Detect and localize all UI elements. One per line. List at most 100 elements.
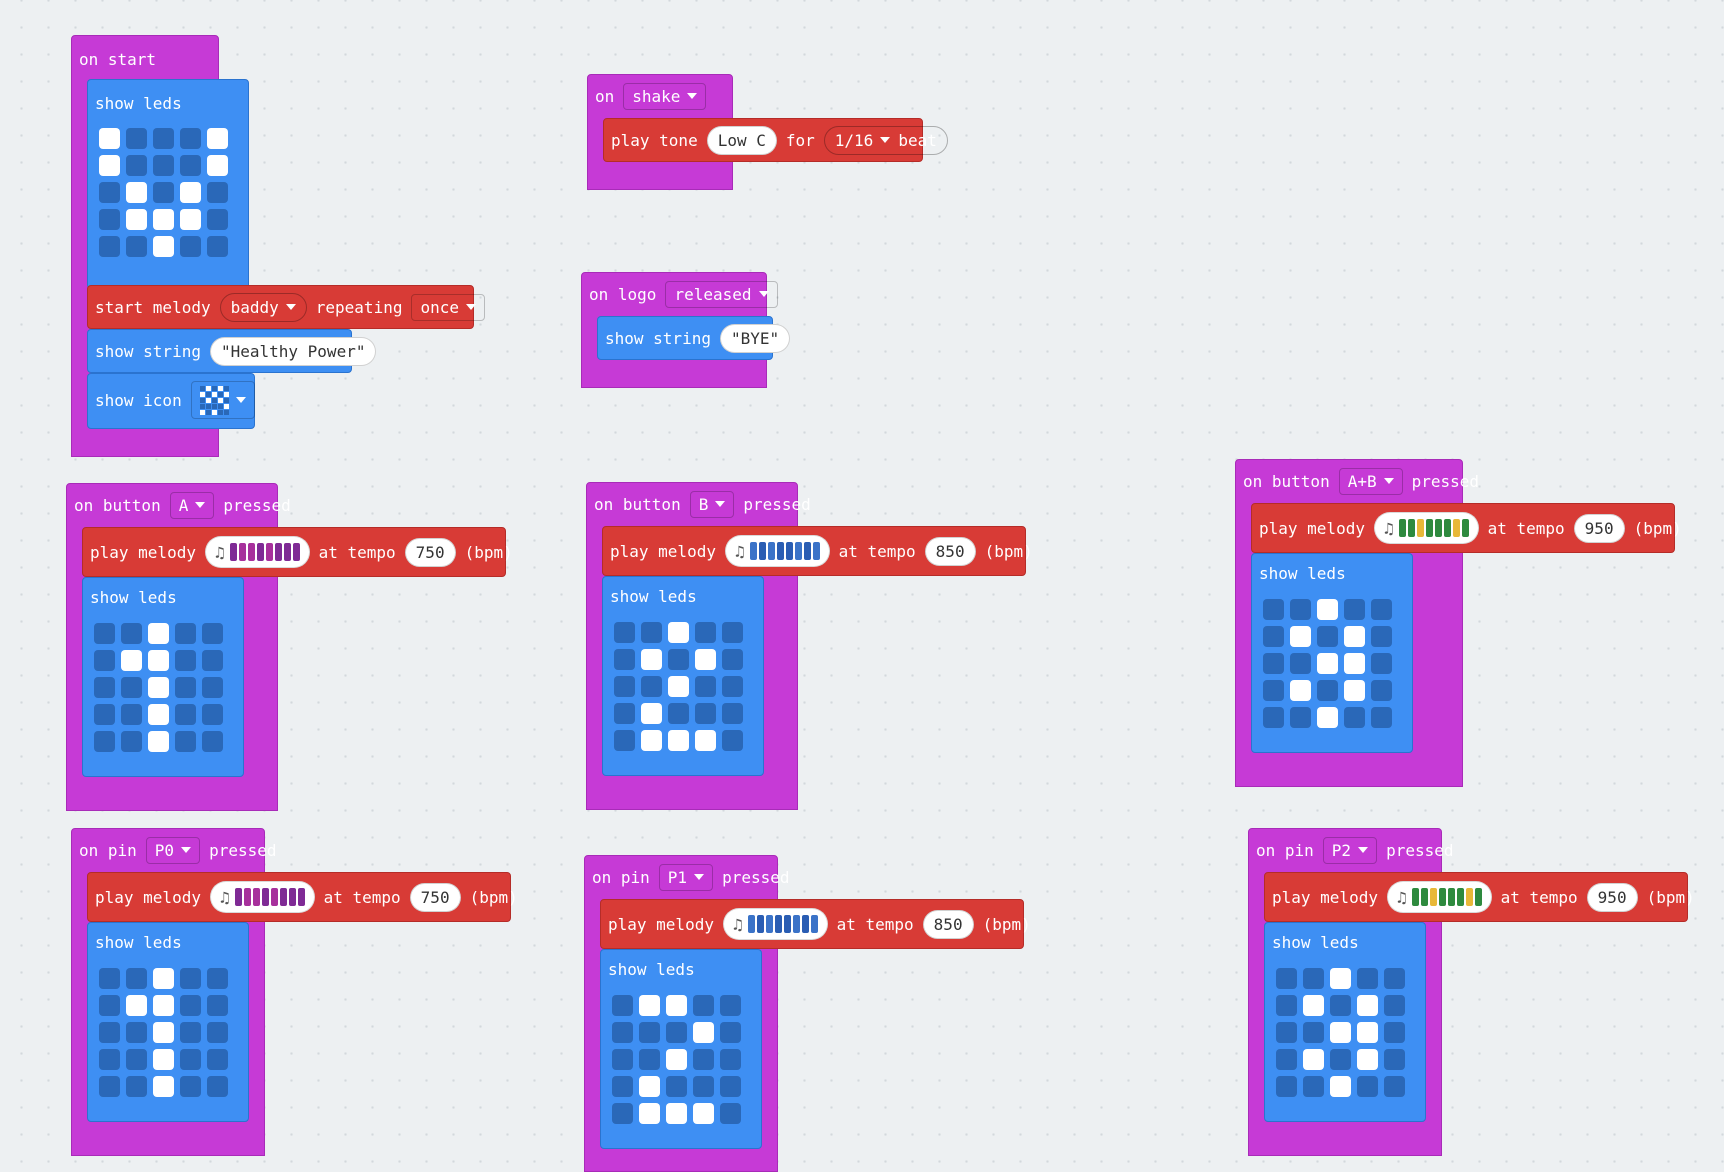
led-cell[interactable] — [126, 209, 147, 230]
led-cell[interactable] — [99, 1076, 120, 1097]
led-cell[interactable] — [126, 968, 147, 989]
led-cell[interactable] — [639, 1022, 660, 1043]
led-cell[interactable] — [720, 1103, 741, 1124]
led-cell[interactable] — [720, 995, 741, 1016]
led-cell[interactable] — [1330, 1022, 1351, 1043]
led-cell[interactable] — [1263, 599, 1284, 620]
led-cell[interactable] — [693, 995, 714, 1016]
led-cell[interactable] — [1303, 1076, 1324, 1097]
melody-dropdown[interactable]: baddy — [219, 292, 307, 322]
led-cell[interactable] — [639, 995, 660, 1016]
led-cell[interactable] — [94, 623, 115, 644]
led-cell[interactable] — [1276, 995, 1297, 1016]
led-cell[interactable] — [175, 623, 196, 644]
led-cell[interactable] — [1317, 599, 1338, 620]
led-grid[interactable] — [612, 995, 741, 1124]
melody-editor[interactable]: ♫ — [204, 536, 310, 568]
led-cell[interactable] — [207, 995, 228, 1016]
melody-editor[interactable]: ♫ — [1386, 881, 1492, 913]
led-cell[interactable] — [121, 731, 142, 752]
led-cell[interactable] — [99, 995, 120, 1016]
led-cell[interactable] — [614, 730, 635, 751]
led-cell[interactable] — [99, 209, 120, 230]
led-cell[interactable] — [720, 1022, 741, 1043]
led-cell[interactable] — [1317, 626, 1338, 647]
led-grid[interactable] — [1263, 599, 1392, 728]
led-cell[interactable] — [1330, 1076, 1351, 1097]
led-cell[interactable] — [153, 968, 174, 989]
led-cell[interactable] — [99, 1049, 120, 1070]
led-cell[interactable] — [1303, 968, 1324, 989]
led-cell[interactable] — [153, 209, 174, 230]
led-cell[interactable] — [1263, 680, 1284, 701]
led-cell[interactable] — [1330, 1049, 1351, 1070]
gesture-dropdown[interactable]: shake — [623, 82, 707, 110]
string-input[interactable]: "Healthy Power" — [209, 336, 377, 366]
led-cell[interactable] — [207, 209, 228, 230]
led-cell[interactable] — [1344, 680, 1365, 701]
led-cell[interactable] — [666, 1049, 687, 1070]
led-cell[interactable] — [99, 968, 120, 989]
icon-dropdown[interactable] — [190, 381, 255, 419]
led-cell[interactable] — [148, 704, 169, 725]
led-cell[interactable] — [1357, 968, 1378, 989]
led-cell[interactable] — [121, 623, 142, 644]
led-cell[interactable] — [94, 731, 115, 752]
led-cell[interactable] — [99, 128, 120, 149]
led-grid[interactable] — [99, 128, 228, 257]
led-cell[interactable] — [202, 623, 223, 644]
repeat-dropdown[interactable]: once — [411, 293, 485, 321]
led-cell[interactable] — [202, 677, 223, 698]
led-cell[interactable] — [612, 995, 633, 1016]
led-grid[interactable] — [1276, 968, 1405, 1097]
pin-dropdown[interactable]: P0 — [145, 836, 201, 864]
led-cell[interactable] — [693, 1103, 714, 1124]
led-cell[interactable] — [180, 1076, 201, 1097]
led-cell[interactable] — [695, 676, 716, 697]
led-cell[interactable] — [126, 155, 147, 176]
led-cell[interactable] — [148, 731, 169, 752]
led-cell[interactable] — [121, 704, 142, 725]
led-cell[interactable] — [180, 128, 201, 149]
led-cell[interactable] — [94, 650, 115, 671]
led-cell[interactable] — [126, 1076, 147, 1097]
led-cell[interactable] — [99, 155, 120, 176]
led-cell[interactable] — [612, 1076, 633, 1097]
note-input[interactable]: Low C — [706, 125, 777, 155]
string-input[interactable]: "BYE" — [719, 323, 791, 353]
led-cell[interactable] — [668, 622, 689, 643]
led-cell[interactable] — [1344, 626, 1365, 647]
led-cell[interactable] — [126, 128, 147, 149]
led-cell[interactable] — [94, 704, 115, 725]
tempo-input[interactable]: 850 — [922, 909, 974, 939]
start-melody-block[interactable] — [87, 285, 474, 329]
led-cell[interactable] — [612, 1049, 633, 1070]
led-cell[interactable] — [722, 730, 743, 751]
led-cell[interactable] — [666, 995, 687, 1016]
led-cell[interactable] — [126, 1022, 147, 1043]
led-cell[interactable] — [668, 649, 689, 670]
led-grid[interactable] — [614, 622, 743, 751]
led-cell[interactable] — [720, 1049, 741, 1070]
led-cell[interactable] — [695, 703, 716, 724]
led-cell[interactable] — [180, 209, 201, 230]
led-cell[interactable] — [1357, 995, 1378, 1016]
led-cell[interactable] — [180, 182, 201, 203]
melody-editor[interactable]: ♫ — [209, 881, 315, 913]
led-cell[interactable] — [202, 731, 223, 752]
led-cell[interactable] — [153, 128, 174, 149]
tempo-input[interactable]: 750 — [409, 882, 461, 912]
led-cell[interactable] — [126, 1049, 147, 1070]
tempo-input[interactable]: 950 — [1573, 513, 1625, 543]
led-cell[interactable] — [175, 731, 196, 752]
led-cell[interactable] — [121, 677, 142, 698]
tempo-input[interactable]: 750 — [404, 537, 456, 567]
led-cell[interactable] — [1371, 599, 1392, 620]
led-cell[interactable] — [148, 677, 169, 698]
led-cell[interactable] — [1371, 707, 1392, 728]
led-cell[interactable] — [1371, 626, 1392, 647]
led-cell[interactable] — [1276, 968, 1297, 989]
led-cell[interactable] — [126, 182, 147, 203]
led-cell[interactable] — [1317, 707, 1338, 728]
led-cell[interactable] — [1330, 995, 1351, 1016]
